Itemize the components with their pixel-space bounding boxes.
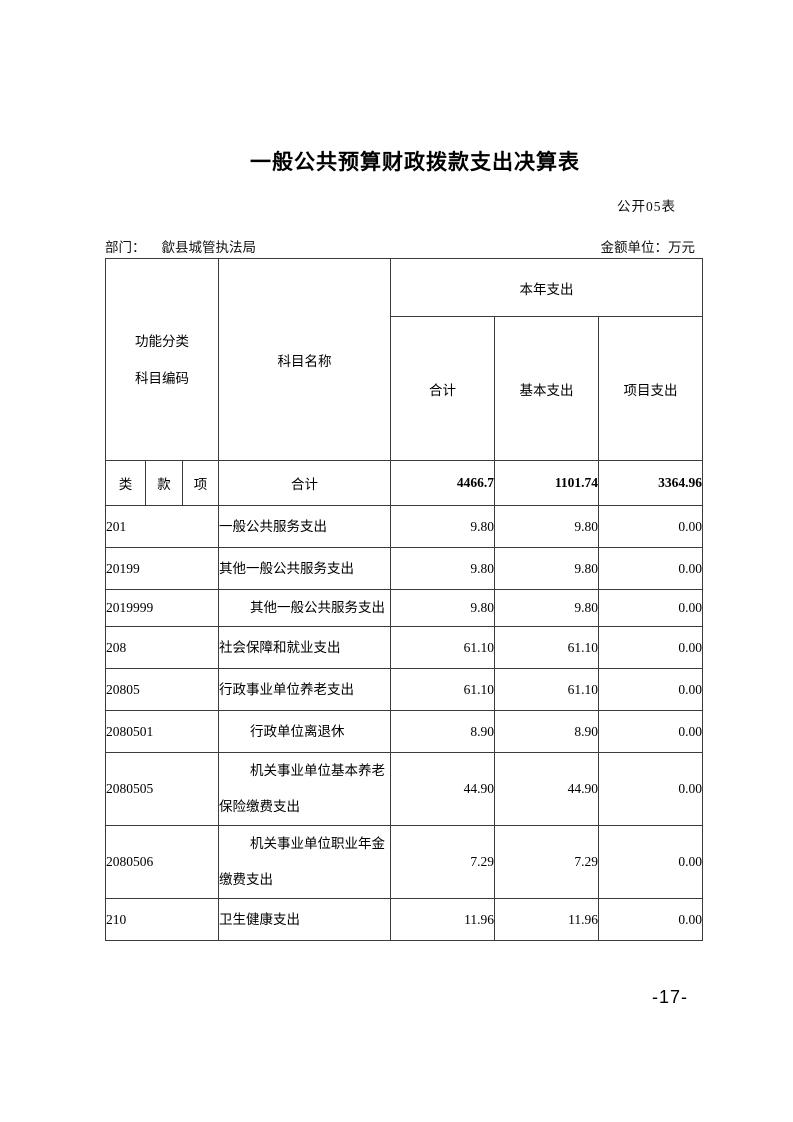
basic-cell: 8.90 <box>494 710 600 753</box>
meta-line: 部门： 歙县城管执法局 金额单位：万元 <box>105 236 702 256</box>
total-cell: 11.96 <box>390 898 496 941</box>
project-cell: 0.00 <box>598 668 704 711</box>
code-cell: 2080505 <box>104 752 220 826</box>
code-cell: 2080501 <box>104 710 220 753</box>
basic-cell: 44.90 <box>494 752 600 826</box>
department-line: 部门： 歙县城管执法局 <box>105 236 256 256</box>
code-cell: 208 <box>104 626 220 669</box>
basic-cell: 9.80 <box>494 505 600 548</box>
subject-name-cell: 卫生健康支出 <box>218 898 392 941</box>
grand-total-project: 3364.96 <box>598 460 704 506</box>
table-container: 功能分类 科目编码 科目名称 本年支出 合计 基本支出 项目支出 类 款 项 合… <box>104 258 704 941</box>
basic-cell: 61.10 <box>494 626 600 669</box>
header-function-code-cell: 功能分类 科目编码 <box>104 258 220 461</box>
total-cell: 61.10 <box>390 668 496 711</box>
col-section-cell: 款 <box>145 460 183 506</box>
table-row: 210 卫生健康支出 11.96 11.96 0.00 <box>104 898 704 941</box>
page-number: -17- <box>652 987 689 1007</box>
page-title: 一般公共预算财政拨款支出决算表 <box>250 151 580 174</box>
col-item-cell: 项 <box>181 460 220 506</box>
code-cell: 2080506 <box>104 825 220 899</box>
subject-name-cell: 机关事业单位基本养老保险缴费支出 <box>218 752 392 826</box>
basic-cell: 9.80 <box>494 547 600 590</box>
total-cell: 61.10 <box>390 626 496 669</box>
table-row: 20805 行政事业单位养老支出 61.10 61.10 0.00 <box>104 668 704 711</box>
grand-total-total: 4466.7 <box>390 460 496 506</box>
basic-cell: 11.96 <box>494 898 600 941</box>
header-project-cell: 项目支出 <box>598 316 704 461</box>
code-cell: 2019999 <box>104 589 220 627</box>
code-cell: 20805 <box>104 668 220 711</box>
project-cell: 0.00 <box>598 505 704 548</box>
project-cell: 0.00 <box>598 626 704 669</box>
header-total-cell: 合计 <box>390 316 496 461</box>
total-cell: 9.80 <box>390 589 496 627</box>
expenditure-table: 功能分类 科目编码 科目名称 本年支出 合计 基本支出 项目支出 类 款 项 合… <box>104 258 704 941</box>
header-subject-name-cell: 科目名称 <box>218 258 392 461</box>
code-cell: 201 <box>104 505 220 548</box>
project-cell: 0.00 <box>598 710 704 753</box>
project-cell: 0.00 <box>598 898 704 941</box>
project-cell: 0.00 <box>598 547 704 590</box>
table-row: 2080505 机关事业单位基本养老保险缴费支出 44.90 44.90 0.0… <box>104 752 704 826</box>
subject-name-cell: 行政事业单位养老支出 <box>218 668 392 711</box>
table-row: 208 社会保障和就业支出 61.10 61.10 0.00 <box>104 626 704 669</box>
grand-total-basic: 1101.74 <box>494 460 600 506</box>
table-row: 20199 其他一般公共服务支出 9.80 9.80 0.00 <box>104 547 704 590</box>
basic-cell: 7.29 <box>494 825 600 899</box>
table-row: 2080506 机关事业单位职业年金缴费支出 7.29 7.29 0.00 <box>104 825 704 899</box>
total-cell: 9.80 <box>390 505 496 548</box>
amount-unit-label: 金额单位：万元 <box>600 240 696 255</box>
subject-name-cell: 行政单位离退休 <box>218 710 392 753</box>
subject-name-cell: 一般公共服务支出 <box>218 505 392 548</box>
total-cell: 44.90 <box>390 752 496 826</box>
project-cell: 0.00 <box>598 825 704 899</box>
grand-total-row: 类 款 项 合计 4466.7 1101.74 3364.96 <box>105 460 704 506</box>
subject-name-cell: 社会保障和就业支出 <box>218 626 392 669</box>
subject-name-cell: 其他一般公共服务支出 <box>218 547 392 590</box>
header-row-2: 合计 基本支出 项目支出 <box>106 316 704 461</box>
subject-name-cell: 机关事业单位职业年金缴费支出 <box>218 825 392 899</box>
project-cell: 0.00 <box>598 752 704 826</box>
header-current-year-cell: 本年支出 <box>390 258 704 317</box>
total-cell: 7.29 <box>390 825 496 899</box>
basic-cell: 9.80 <box>494 589 600 627</box>
table-row: 2080501 行政单位离退休 8.90 8.90 0.00 <box>104 710 704 753</box>
header-row-1: 功能分类 科目编码 科目名称 本年支出 <box>104 258 704 461</box>
total-cell: 8.90 <box>390 710 496 753</box>
col-class-cell: 类 <box>105 460 146 506</box>
grand-total-label: 合计 <box>218 460 392 506</box>
form-number: 公开05表 <box>617 199 676 214</box>
code-cell: 210 <box>104 898 220 941</box>
header-function-code-line2: 科目编码 <box>135 370 189 386</box>
header-function-code-line1: 功能分类 <box>135 333 189 349</box>
department-value: 歙县城管执法局 <box>161 240 257 255</box>
project-cell: 0.00 <box>598 589 704 627</box>
header-basic-cell: 基本支出 <box>494 316 600 461</box>
code-cell: 20199 <box>104 547 220 590</box>
department-label: 部门： <box>105 240 146 255</box>
total-cell: 9.80 <box>390 547 496 590</box>
basic-cell: 61.10 <box>494 668 600 711</box>
subject-name-cell: 其他一般公共服务支出 <box>218 589 392 627</box>
table-row: 201 一般公共服务支出 9.80 9.80 0.00 <box>104 505 704 548</box>
table-row: 2019999 其他一般公共服务支出 9.80 9.80 0.00 <box>104 589 704 627</box>
